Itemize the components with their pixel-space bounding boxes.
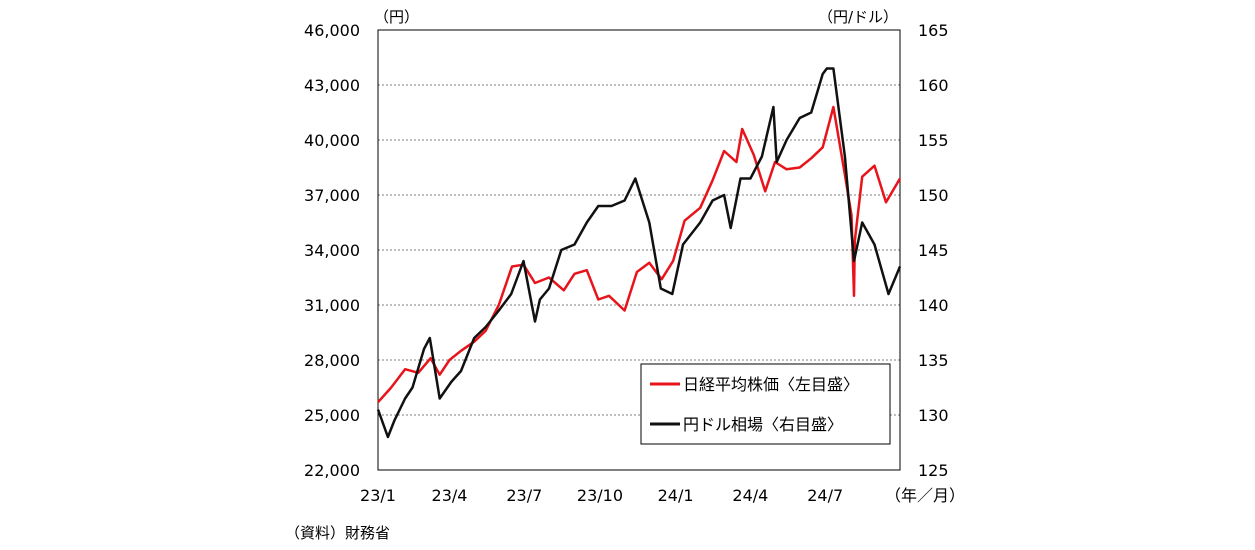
- y-left-tick-label: 46,000: [304, 21, 360, 40]
- plot-frame: [377, 29, 901, 471]
- y-left-tick-label: 22,000: [304, 461, 360, 480]
- y-right-tick-label: 160: [918, 76, 949, 95]
- x-tick-label: 24/4: [732, 486, 768, 505]
- y-left-tick-label: 37,000: [304, 186, 360, 205]
- x-unit-label: （年／月）: [885, 486, 965, 505]
- source-note: （資料）財務省: [285, 524, 391, 542]
- y-left-tick-label: 31,000: [304, 296, 360, 315]
- y-left-tick-label: 25,000: [304, 406, 360, 425]
- axis-labels: 22,000 125 25,000 130 28,000 135 31,000 140 34,0…: [304, 21, 949, 505]
- legend: 日経平均株価〈左目盛〉 円ドル相場〈右目盛〉: [640, 363, 891, 445]
- y-right-tick-label: 145: [918, 241, 949, 260]
- right-unit-label: （円/ドル）: [818, 8, 898, 26]
- x-tick-label: 23/7: [506, 486, 542, 505]
- y-right-tick-label: 155: [918, 131, 949, 150]
- y-left-tick-label: 28,000: [304, 351, 360, 370]
- y-right-tick-label: 135: [918, 351, 949, 370]
- x-tick-label: 23/4: [432, 486, 468, 505]
- y-right-tick-label: 125: [918, 461, 949, 480]
- y-right-tick-label: 130: [918, 406, 949, 425]
- legend-label-usdjpy: 円ドル相場〈右目盛〉: [683, 415, 843, 434]
- y-right-tick-label: 140: [918, 296, 949, 315]
- y-right-tick-label: 150: [918, 186, 949, 205]
- x-tick-label: 23/10: [577, 486, 623, 505]
- x-tick-label: 24/1: [658, 486, 694, 505]
- y-left-tick-label: 43,000: [304, 76, 360, 95]
- y-left-tick-label: 34,000: [304, 241, 360, 260]
- x-tick-label: 24/7: [807, 486, 843, 505]
- grid-lines: [378, 84, 900, 416]
- left-unit-label: （円）: [374, 8, 419, 26]
- x-tick-label: 23/1: [360, 486, 396, 505]
- usdjpy-series-line: [376, 67, 902, 439]
- legend-label-nikkei: 日経平均株価〈左目盛〉: [683, 375, 859, 394]
- y-right-tick-label: 165: [918, 21, 949, 40]
- legend-box: [640, 363, 891, 445]
- y-left-tick-label: 40,000: [304, 131, 360, 150]
- series-lines: [376, 67, 902, 439]
- nikkei-series-line: [377, 105, 902, 404]
